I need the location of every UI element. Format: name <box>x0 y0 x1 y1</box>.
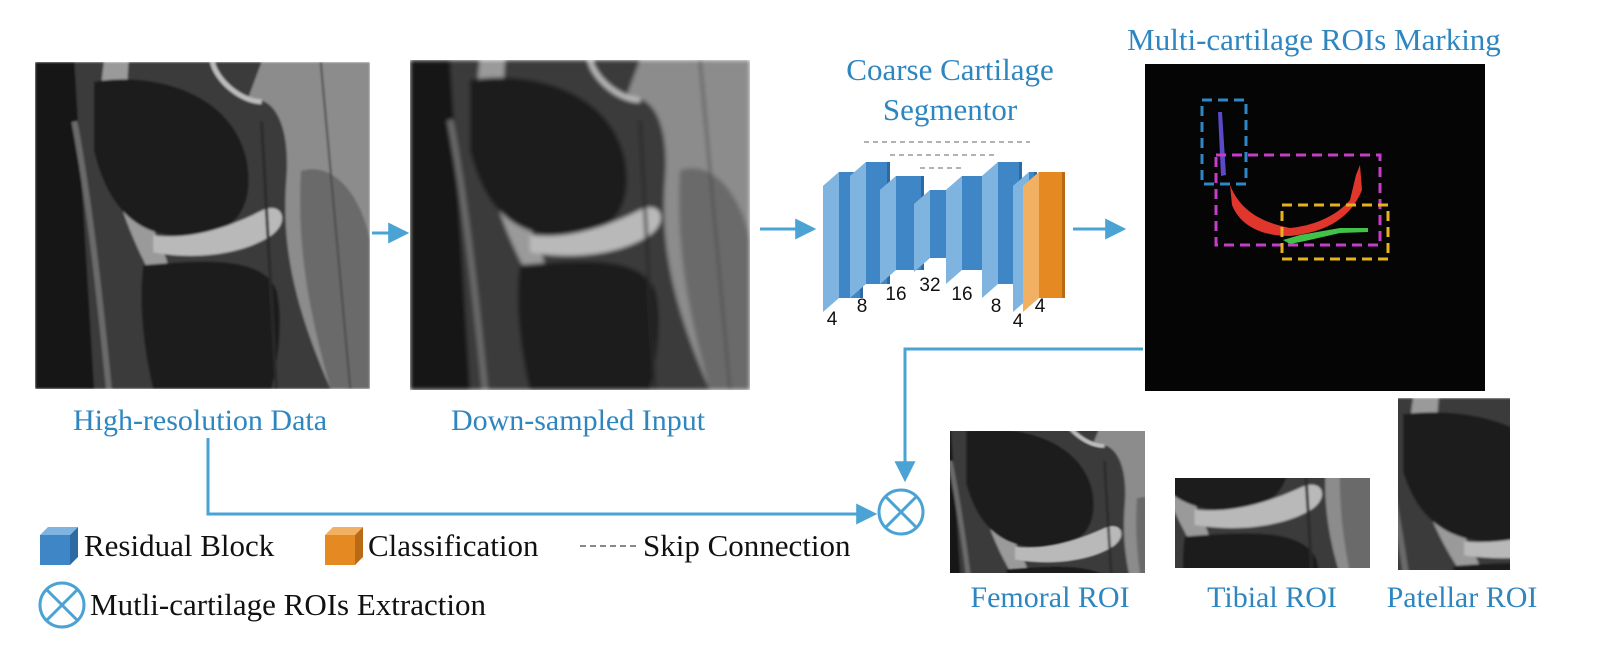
legend-classification-label: Classification <box>368 528 539 563</box>
block-side-face <box>914 190 930 272</box>
patellar-segmentation <box>1218 112 1226 176</box>
high-resolution-label: High-resolution Data <box>73 404 327 437</box>
femoral-roi-box <box>1214 153 1382 247</box>
block-side-face <box>850 162 866 298</box>
channel-label-1: 4 <box>827 309 838 330</box>
channel-label-8: 4 <box>1035 296 1046 317</box>
downsampled-image <box>410 60 750 390</box>
high-resolution-image <box>35 62 370 389</box>
classification-swatch <box>325 527 363 565</box>
marking-title: Multi-cartilage ROIs Marking <box>1127 22 1501 57</box>
channel-label-5: 16 <box>951 284 972 305</box>
legend-extraction-label: Mutli-cartilage ROIs Extraction <box>90 587 486 622</box>
block-front-face <box>1039 172 1065 298</box>
channel-label-7: 4 <box>1013 311 1024 332</box>
femoral-roi-label: Femoral ROI <box>970 581 1129 614</box>
patellar-roi-image <box>1342 398 1610 668</box>
tibial-roi-label: Tibial ROI <box>1207 581 1337 614</box>
extraction-operator <box>877 488 925 536</box>
block-side-face <box>1023 172 1039 312</box>
tibial-segmentation <box>1283 228 1368 244</box>
femoral-roi-image <box>918 416 1194 663</box>
patellar-roi-box <box>1200 98 1248 186</box>
channel-label-4: 32 <box>919 275 940 296</box>
block-edge <box>1062 172 1065 298</box>
highres-to-extraction-arrow <box>206 438 878 525</box>
block-side-face <box>823 172 839 312</box>
segmentor-title-line2: Segmentor <box>883 92 1018 127</box>
segmentor-title-line1: Coarse Cartilage <box>846 52 1053 87</box>
femoral-segmentation <box>1230 165 1362 236</box>
classification-block <box>1023 172 1065 312</box>
legend-residual-label: Residual Block <box>84 528 275 563</box>
marking-to-extraction-arrow <box>894 347 1143 483</box>
channel-label-6: 8 <box>991 296 1002 317</box>
extraction-swatch <box>38 581 86 629</box>
block-side-face <box>880 176 896 284</box>
legend: Residual Block Classification Skip Conne… <box>38 527 851 629</box>
residual-block-swatch <box>40 527 78 565</box>
patellar-roi-label: Patellar ROI <box>1387 581 1538 614</box>
channel-label-2: 8 <box>857 296 868 317</box>
block-side-face <box>946 176 962 284</box>
roi-marking-image <box>1145 64 1485 391</box>
downsampled-label: Down-sampled Input <box>451 404 706 437</box>
block-side-face <box>982 162 998 298</box>
tibial-roi-box <box>1280 203 1390 261</box>
legend-skip-label: Skip Connection <box>643 528 851 563</box>
channel-label-3: 16 <box>885 284 906 305</box>
